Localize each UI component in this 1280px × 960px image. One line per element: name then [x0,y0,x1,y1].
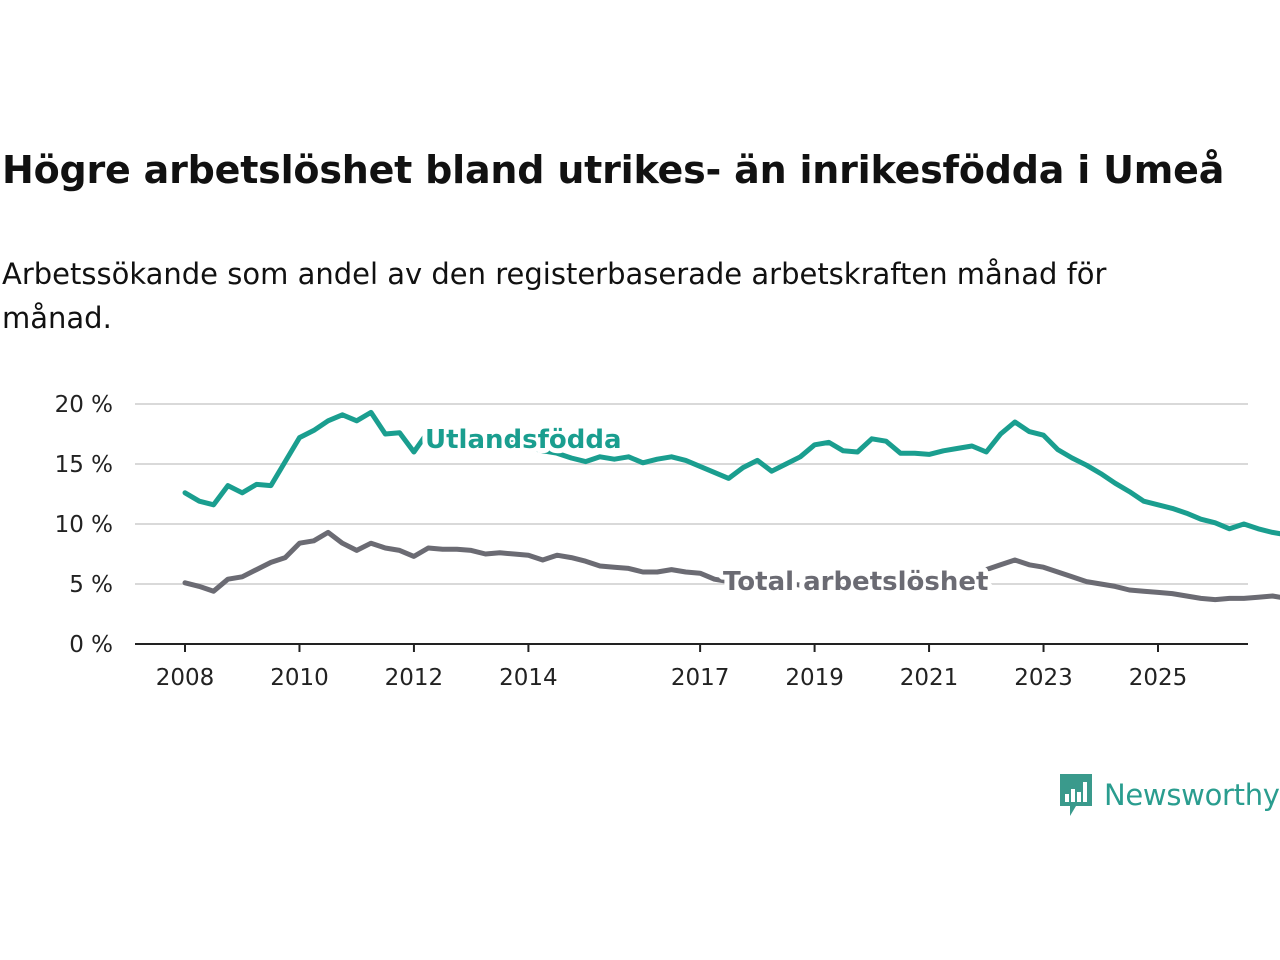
y-axis-ticks: 0 % 5 % 10 % 15 % 20 % [55,392,113,658]
x-tick-label: 2019 [785,665,844,691]
y-tick-label: 5 % [69,572,113,598]
x-tick-label: 2023 [1014,665,1073,691]
series-line-1 [182,529,1280,603]
y-tick-label: 20 % [55,392,113,418]
chart-title: Högre arbetslöshet bland utrikes- än inr… [2,148,1225,192]
brand-name: Newsworthy [1104,778,1280,812]
x-tick-label: 2010 [270,665,329,691]
x-axis-ticks: 2008 2010 2012 2014 2017 2019 2021 2023 2025 [156,644,1188,691]
y-tick-label: 10 % [55,512,113,538]
chart-subtitle: Arbetssökande som andel av den registerb… [2,257,1107,335]
x-tick-label: 2008 [156,665,215,691]
series-lines [182,409,1280,603]
series-label: Total arbetslöshet [723,567,988,597]
series-label-halo: Total arbetslöshet [723,567,988,597]
x-tick-label: 2012 [385,665,444,691]
x-tick-label: 2017 [671,665,730,691]
series-label: Utlandsfödda [425,425,622,455]
y-tick-label: 0 % [69,632,113,658]
x-tick-label: 2014 [499,665,558,691]
newsworthy-bar-chart-icon [1060,774,1092,816]
x-tick-label: 2025 [1129,665,1188,691]
x-tick-label: 2021 [900,665,959,691]
series-label-halo: Utlandsfödda [425,425,622,455]
series-line-0 [182,409,1280,537]
gridlines [135,403,1248,585]
brand-logo[interactable]: Newsworthy [1058,772,1280,818]
y-tick-label: 15 % [55,452,113,478]
